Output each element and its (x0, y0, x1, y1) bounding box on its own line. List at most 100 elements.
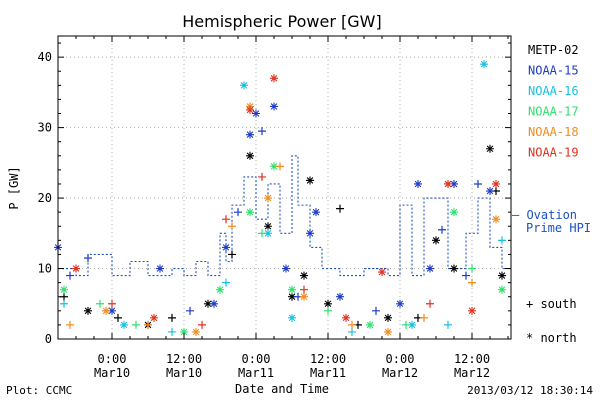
data-point-north (240, 81, 248, 90)
data-point-south (336, 204, 344, 213)
data-point-south (258, 172, 266, 181)
data-point-south (468, 278, 476, 287)
data-point-south (348, 320, 356, 329)
data-point-north (312, 208, 320, 217)
data-point-north (282, 264, 290, 273)
data-point-north (150, 313, 158, 322)
data-point-north (102, 306, 110, 315)
data-point-south (444, 320, 452, 329)
data-point-south (438, 225, 446, 234)
data-point-south (498, 236, 506, 245)
data-point-south (372, 306, 380, 315)
x-axis-label: Date and Time (235, 382, 329, 396)
y-tick-label: 30 (38, 121, 52, 135)
data-point-north (450, 208, 458, 217)
data-point-south (222, 215, 230, 224)
data-point-south (468, 264, 476, 273)
data-point-south (168, 327, 176, 336)
data-point-north (492, 215, 500, 224)
data-point-north (246, 208, 254, 217)
data-point-north (270, 74, 278, 83)
y-axis-label: P [GW] (7, 166, 21, 209)
data-point-north (384, 327, 392, 336)
data-point-south (198, 320, 206, 329)
data-point-south (402, 320, 410, 329)
data-point-north (378, 268, 386, 277)
legend-entry: NOAA-16 (528, 84, 579, 98)
legend: METP-02 NOAA-15 NOAA-16 NOAA-17 NOAA-18 NOAA-… (512, 43, 591, 345)
data-point-north (468, 306, 476, 315)
ovation-hpi-line (58, 155, 511, 277)
data-point-north (450, 179, 458, 188)
x-tick-label: 0:00 (242, 352, 271, 366)
legend-ovation-line1: — Ovation (512, 208, 577, 222)
data-point-north (216, 285, 224, 294)
data-point-south (132, 320, 140, 329)
data-point-south (60, 292, 68, 301)
data-point-south (474, 179, 482, 188)
plot-frame (57, 35, 512, 340)
data-point-north (156, 264, 164, 273)
data-point-south (96, 299, 104, 308)
data-point-north (222, 243, 230, 252)
data-point-north (342, 313, 350, 322)
chart-title: Hemispheric Power [GW] (182, 12, 381, 31)
data-point-north (486, 187, 494, 196)
grid-lines (58, 36, 511, 339)
data-point-north (486, 144, 494, 153)
data-point-north (498, 285, 506, 294)
data-point-south (228, 250, 236, 259)
y-tick-label: 20 (38, 191, 52, 205)
data-point-north (252, 109, 260, 118)
data-point-north (60, 285, 68, 294)
y-axis-ticks: 0 10 20 30 40 (38, 42, 511, 346)
data-point-south (228, 222, 236, 231)
data-point-north (306, 229, 314, 238)
data-point-south (276, 162, 284, 171)
legend-marker-north: * north (526, 331, 577, 345)
data-point-north (210, 299, 218, 308)
legend-entry: NOAA-17 (528, 105, 579, 119)
data-point-south (108, 299, 116, 308)
data-point-south (348, 327, 356, 336)
legend-entry: METP-02 (528, 43, 579, 57)
data-point-north (180, 327, 188, 336)
data-point-south (222, 278, 230, 287)
data-point-south (420, 313, 428, 322)
data-point-north (288, 313, 296, 322)
data-point-south (144, 320, 152, 329)
data-point-north (246, 151, 254, 160)
data-point-south (186, 306, 194, 315)
data-point-north (498, 271, 506, 280)
data-point-south (60, 299, 68, 308)
data-point-north (432, 236, 440, 245)
data-point-north (324, 299, 332, 308)
plot-credit: Plot: CCMC (6, 384, 72, 397)
x-tick-date-label: Mar12 (382, 366, 418, 380)
data-point-north (444, 179, 452, 188)
data-point-south (234, 208, 242, 217)
data-point-north (300, 292, 308, 301)
legend-entry: NOAA-19 (528, 146, 579, 160)
x-tick-date-label: Mar11 (310, 366, 346, 380)
data-point-north (396, 299, 404, 308)
timestamp: 2013/03/12 18:30:14 (467, 384, 593, 397)
ovation-series (58, 155, 511, 277)
data-point-north (408, 320, 416, 329)
data-point-south (258, 229, 266, 238)
data-point-north (288, 285, 296, 294)
data-point-south (462, 271, 470, 280)
data-point-north (246, 105, 254, 114)
legend-entry: NOAA-15 (528, 64, 579, 78)
data-point-south (258, 127, 266, 136)
data-point-south (168, 313, 176, 322)
data-point-north (414, 179, 422, 188)
x-tick-date-label: Mar10 (94, 366, 130, 380)
y-tick-label: 10 (38, 262, 52, 276)
data-point-north (288, 292, 296, 301)
data-point-south (66, 320, 74, 329)
x-tick-date-label: Mar10 (166, 366, 202, 380)
data-point-north (306, 176, 314, 185)
x-tick-date-label: Mar11 (238, 366, 274, 380)
